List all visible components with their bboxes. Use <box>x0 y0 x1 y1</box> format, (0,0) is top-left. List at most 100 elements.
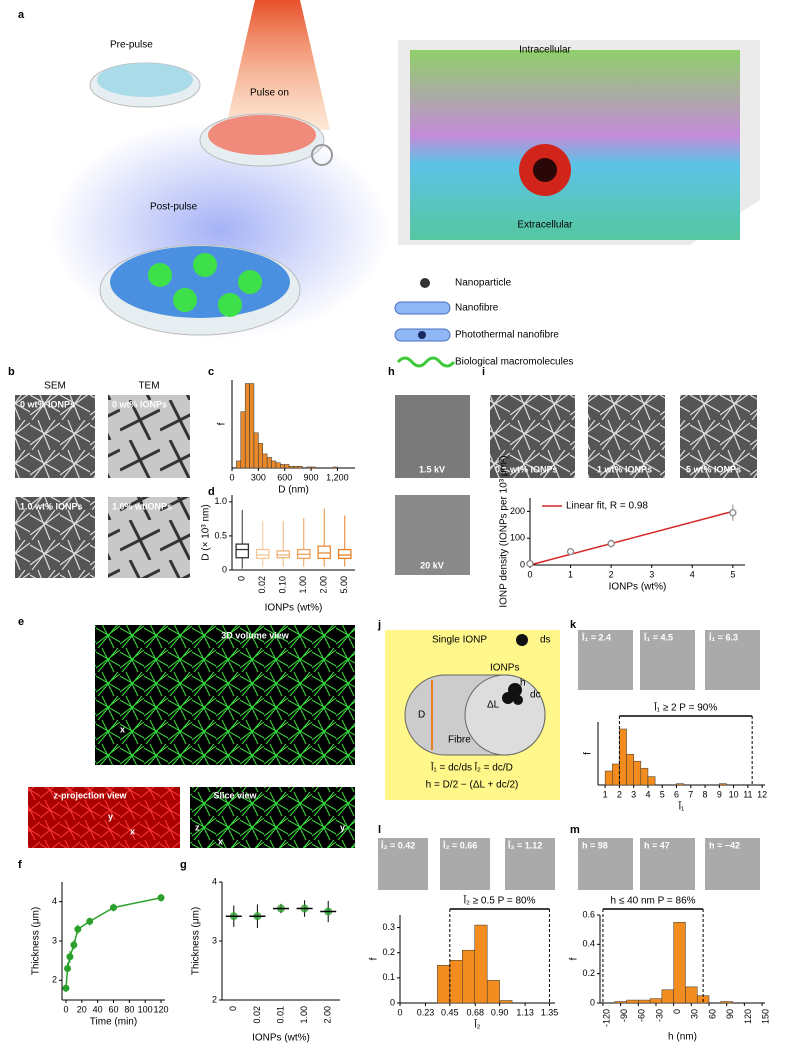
point <box>62 984 70 992</box>
x-tick-label: 5.00 <box>339 576 349 594</box>
x-axis-label: h (nm) <box>668 1032 697 1043</box>
box <box>235 543 250 559</box>
label: ds <box>540 635 551 646</box>
y-tick-label: 0 <box>520 559 525 569</box>
y-tick-label: 0.2 <box>382 947 395 957</box>
image-label: z-projection view <box>53 790 127 800</box>
y-tick-label: 0.6 <box>582 909 595 919</box>
y-axis-label: D (× 10³ nm) <box>201 504 212 560</box>
image-label: 5 wt% IONPs <box>686 464 741 474</box>
bar <box>626 753 634 786</box>
x-tick-label: 0.02 <box>252 1006 262 1024</box>
y-tick-label: 0.4 <box>582 939 595 949</box>
x-tick-label: 5 <box>730 569 735 579</box>
legend-label: Nanofibre <box>455 303 499 314</box>
bar <box>676 783 684 786</box>
x-axis-label: D (nm) <box>278 485 309 496</box>
panel-letter: d <box>208 486 215 498</box>
x-axis-label: IONPs (wt%) <box>609 582 667 593</box>
bar <box>332 466 338 469</box>
bar <box>647 776 656 786</box>
x-tick-label: 9 <box>717 789 722 799</box>
y-tick-label: 1.0 <box>214 496 227 506</box>
label: dc <box>530 690 541 701</box>
image-label: h = 98 <box>582 840 608 850</box>
equation: h = D/2 − (ΔL + dc/2) <box>426 780 519 791</box>
y-axis-label: Thickness (μm) <box>31 907 42 976</box>
image-label: l̄₁ = 4.5 <box>643 632 673 642</box>
x-tick-label: -90 <box>619 1009 629 1022</box>
annotation: l̄₂ ≥ 0.5 P = 80% <box>463 894 536 907</box>
x-tick-label: -120 <box>601 1009 611 1027</box>
y-tick-label: 0 <box>590 997 595 1007</box>
box <box>337 548 352 560</box>
bar <box>244 383 250 469</box>
x-tick-label: 60 <box>707 1009 717 1019</box>
y-axis-label: f <box>217 422 228 425</box>
x-tick-label: 0 <box>229 472 234 482</box>
bar <box>720 1001 733 1004</box>
axis-letter: z <box>195 822 200 832</box>
y-axis-label: f <box>569 957 580 960</box>
bar <box>619 728 627 786</box>
fit-line <box>529 510 734 566</box>
label: Extracellular <box>517 220 573 231</box>
point <box>64 965 72 973</box>
panel-a-illustration <box>50 0 760 368</box>
y-axis-label: f <box>583 752 594 755</box>
x-tick-label: 2.00 <box>323 1006 333 1024</box>
x-tick-label: 2 <box>609 569 614 579</box>
bar <box>271 460 277 469</box>
x-tick-label: 120 <box>743 1009 753 1024</box>
legend-label: Linear fit, R = 0.98 <box>566 501 648 512</box>
x-tick-label: 1.13 <box>516 1007 534 1017</box>
box <box>255 548 270 560</box>
x-tick-label: 20 <box>77 1004 87 1014</box>
x-tick-label: 80 <box>124 1004 134 1014</box>
annotation: l̄₁ ≥ 2 P = 90% <box>654 701 718 714</box>
axis-letter: y <box>75 736 80 746</box>
x-tick-label: 1,200 <box>326 472 349 482</box>
point <box>74 925 82 933</box>
annotation: h ≤ 40 nm P = 86% <box>610 896 695 907</box>
panel-letter: j <box>377 619 381 631</box>
x-tick-label: -30 <box>654 1009 664 1022</box>
y-tick-label: 100 <box>510 533 525 543</box>
x-tick-label: 0 <box>63 1004 68 1014</box>
bar <box>640 767 649 786</box>
bar <box>614 1001 627 1004</box>
x-tick-label: 0.02 <box>257 576 267 594</box>
label: TEM <box>138 381 159 392</box>
panel-letter: c <box>208 366 214 378</box>
image-label: l̄₁ = 6.3 <box>708 632 738 642</box>
x-tick-label: 600 <box>277 472 292 482</box>
axis-letter: y <box>340 822 345 832</box>
x-tick-label: 40 <box>93 1004 103 1014</box>
bar <box>275 462 281 469</box>
x-tick-label: 0.68 <box>467 1007 485 1017</box>
panel-letter: f <box>18 859 22 871</box>
panel-letter: g <box>180 859 187 871</box>
x-tick-label: 1.00 <box>299 1006 309 1024</box>
x-tick-label: 7 <box>688 789 693 799</box>
image-label: Slice view <box>213 790 257 800</box>
image-label: 1 wt% IONPs <box>597 464 652 474</box>
equation: l̄₁ = dc/ds l̄₂ = dc/D <box>430 761 513 774</box>
x-tick-label: 4 <box>690 569 695 579</box>
axis-letter: x <box>120 724 125 734</box>
legend-label: Nanoparticle <box>455 278 512 289</box>
image-label: h = 47 <box>644 840 670 850</box>
point <box>526 560 534 568</box>
point <box>566 547 575 556</box>
y-axis-label: f <box>369 957 380 960</box>
x-tick-label: 1.00 <box>298 576 308 594</box>
legend-label: Biological macromolecules <box>455 357 573 368</box>
x-tick-label: 5 <box>660 789 665 799</box>
bar <box>266 457 272 469</box>
image-label: l̄₂ = 1.12 <box>507 840 542 850</box>
x-tick-label: 0.90 <box>491 1007 509 1017</box>
bar <box>262 453 268 469</box>
x-axis-label: IONPs (wt%) <box>265 603 323 614</box>
x-axis-label: IONPs (wt%) <box>252 1033 310 1044</box>
bar <box>437 965 451 1004</box>
